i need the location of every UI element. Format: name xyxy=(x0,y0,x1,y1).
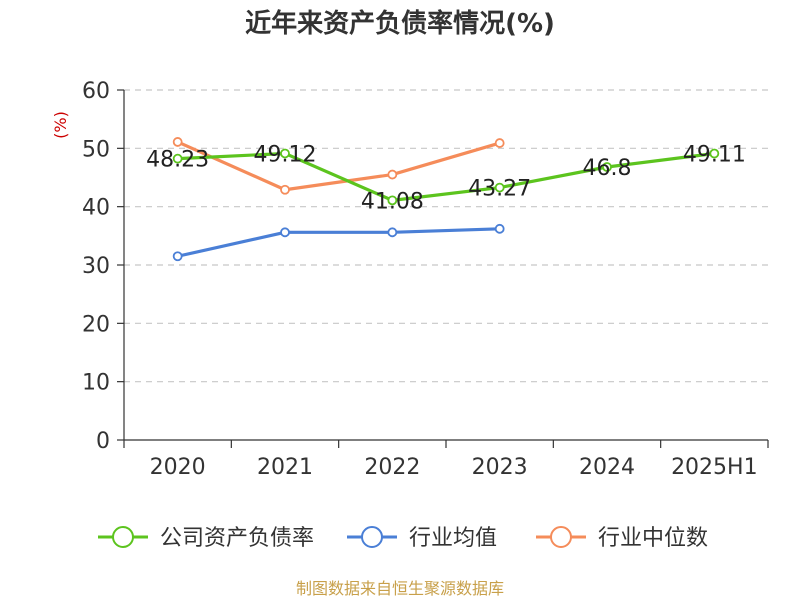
series-layer xyxy=(172,137,720,262)
x-tick-label: 2022 xyxy=(364,455,420,480)
data-point xyxy=(602,162,612,172)
legend-item-1: 行业均值 xyxy=(347,526,497,551)
grid-lines xyxy=(124,89,768,383)
y-tick-label: 50 xyxy=(82,137,110,162)
y-tick-label: 30 xyxy=(82,254,110,279)
chart-title: 近年来资产负债率情况(%) xyxy=(245,8,555,39)
legend-item-2: 行业中位数 xyxy=(536,526,708,551)
data-point xyxy=(172,153,183,164)
legend-label: 行业均值 xyxy=(409,526,497,551)
data-label: 41.08 xyxy=(361,189,424,214)
data-point xyxy=(494,182,505,193)
x-tick-label: 2023 xyxy=(472,455,528,480)
series-2 xyxy=(172,137,505,195)
legend-label: 公司资产负债率 xyxy=(160,526,314,551)
data-point xyxy=(387,227,398,238)
y-tick-label: 40 xyxy=(82,196,110,221)
series-line xyxy=(177,227,500,258)
y-tick-label: 0 xyxy=(96,429,110,454)
data-point xyxy=(387,195,398,206)
x-tick-label: 2020 xyxy=(150,455,206,480)
series-1 xyxy=(172,223,505,262)
source-note: 制图数据来自恒生聚源数据库 xyxy=(296,579,504,598)
x-tick-label: 2025H1 xyxy=(671,455,758,480)
data-point xyxy=(494,223,505,234)
y-axis-unit: (%) xyxy=(51,111,70,139)
legend-marker xyxy=(112,526,134,548)
data-label: 48.23 xyxy=(146,148,209,173)
series-line xyxy=(177,140,501,192)
data-point xyxy=(709,148,720,159)
data-point xyxy=(280,148,290,159)
data-point xyxy=(280,227,290,238)
data-point xyxy=(172,251,183,262)
data-point xyxy=(387,169,398,180)
legend-item-0: 公司资产负债率 xyxy=(98,526,314,551)
x-tick-label: 2024 xyxy=(579,455,635,480)
data-point xyxy=(280,184,290,195)
legend: 公司资产负债率 行业均值 行业中位数 xyxy=(98,526,708,551)
data-label: 49.11 xyxy=(683,143,746,168)
legend-marker xyxy=(361,526,383,548)
y-tick-label: 10 xyxy=(82,371,110,396)
data-label: 46.8 xyxy=(583,156,632,181)
legend-label: 行业中位数 xyxy=(598,526,708,551)
data-labels: 48.23 49.12 41.08 43.27 46.8 49.11 xyxy=(146,142,746,214)
data-label: 43.27 xyxy=(468,177,531,202)
data-point xyxy=(494,138,505,148)
y-tick-label: 20 xyxy=(82,312,110,337)
y-tick-label: 60 xyxy=(82,79,110,104)
series-line xyxy=(177,151,715,202)
axes: 0 10 20 30 40 50 60 2020 2021 2022 2023 2024 2025H1 xyxy=(82,79,769,480)
x-tick-label: 2021 xyxy=(257,455,313,480)
data-point xyxy=(172,137,183,147)
legend-marker xyxy=(550,526,572,548)
data-label: 49.12 xyxy=(254,142,317,167)
series-0 xyxy=(172,148,720,206)
